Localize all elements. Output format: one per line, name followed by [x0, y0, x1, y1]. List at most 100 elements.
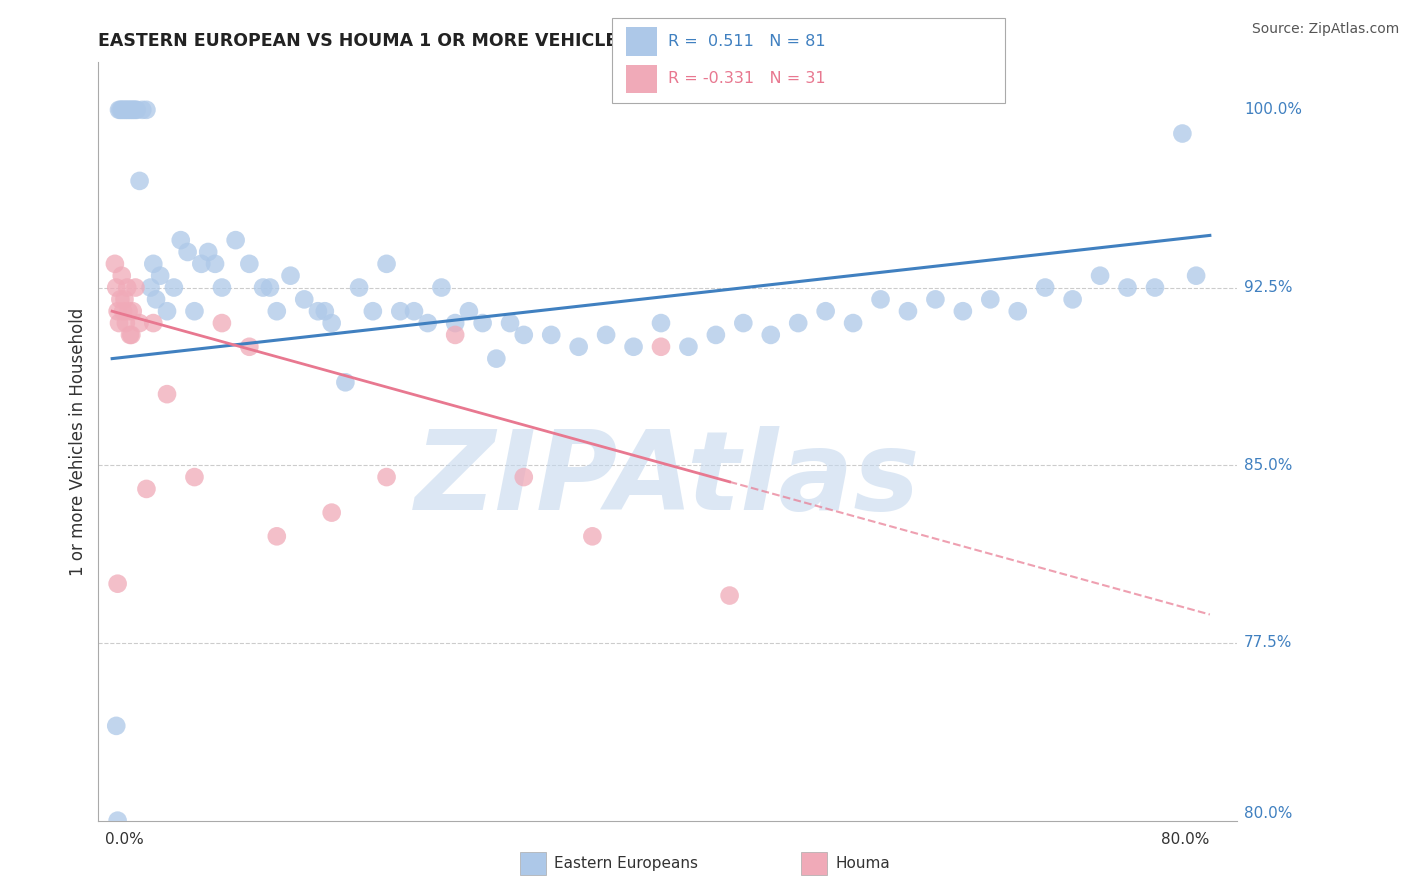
Text: 77.5%: 77.5%: [1244, 635, 1292, 650]
Point: [416, 316, 439, 330]
Point: [110, 293, 132, 307]
Point: [197, 244, 219, 259]
Point: [111, 103, 134, 117]
Point: [869, 293, 891, 307]
Point: [252, 280, 274, 294]
Point: [176, 244, 198, 259]
Text: Eastern Europeans: Eastern Europeans: [554, 856, 697, 871]
Point: [718, 589, 741, 603]
Point: [444, 327, 467, 342]
Text: R =  0.511   N = 81: R = 0.511 N = 81: [668, 34, 825, 49]
Point: [135, 482, 157, 496]
Text: 100.0%: 100.0%: [1244, 103, 1302, 118]
Point: [733, 316, 755, 330]
Point: [122, 103, 145, 117]
Point: [444, 316, 467, 330]
Point: [121, 304, 143, 318]
Point: [924, 293, 946, 307]
Point: [118, 103, 141, 117]
Point: [335, 376, 357, 390]
Point: [118, 327, 141, 342]
Text: EASTERN EUROPEAN VS HOUMA 1 OR MORE VEHICLES IN HOUSEHOLD CORRELATION CHART: EASTERN EUROPEAN VS HOUMA 1 OR MORE VEHI…: [98, 32, 1001, 50]
Point: [430, 280, 453, 294]
Point: [540, 327, 562, 342]
Point: [128, 174, 150, 188]
Point: [457, 304, 479, 318]
Point: [307, 304, 329, 318]
Text: ZIPAtlas: ZIPAtlas: [415, 426, 921, 533]
Point: [204, 257, 226, 271]
Point: [759, 327, 782, 342]
Point: [581, 529, 603, 543]
Point: [361, 304, 384, 318]
Point: [842, 316, 865, 330]
Point: [1007, 304, 1029, 318]
Point: [135, 103, 157, 117]
Text: 92.5%: 92.5%: [1244, 280, 1292, 295]
Point: [139, 280, 162, 294]
Point: [650, 340, 672, 354]
Point: [170, 233, 193, 247]
Point: [225, 233, 247, 247]
Point: [142, 316, 165, 330]
Point: [112, 103, 135, 117]
Text: 0.0%: 0.0%: [105, 832, 143, 847]
Text: 85.0%: 85.0%: [1244, 458, 1292, 473]
Point: [595, 327, 617, 342]
Point: [650, 316, 672, 330]
Point: [623, 340, 645, 354]
Text: 80.0%: 80.0%: [1161, 832, 1209, 847]
Point: [375, 470, 398, 484]
Point: [499, 316, 522, 330]
Point: [952, 304, 974, 318]
Point: [115, 103, 138, 117]
Point: [117, 304, 139, 318]
Point: [149, 268, 172, 283]
Text: Source: ZipAtlas.com: Source: ZipAtlas.com: [1251, 22, 1399, 37]
Point: [183, 304, 205, 318]
Point: [108, 316, 131, 330]
Point: [120, 103, 142, 117]
Point: [108, 103, 131, 117]
Point: [314, 304, 336, 318]
Point: [1143, 280, 1166, 294]
Point: [814, 304, 837, 318]
Point: [115, 280, 138, 294]
Point: [389, 304, 412, 318]
Point: [1062, 293, 1084, 307]
Point: [111, 268, 134, 283]
Point: [117, 103, 139, 117]
Text: R = -0.331   N = 31: R = -0.331 N = 31: [668, 71, 825, 87]
Point: [156, 304, 179, 318]
Point: [471, 316, 494, 330]
Point: [124, 103, 146, 117]
Point: [163, 280, 186, 294]
Point: [704, 327, 727, 342]
Point: [112, 304, 135, 318]
Point: [115, 103, 138, 117]
Point: [897, 304, 920, 318]
Point: [1185, 268, 1208, 283]
Point: [513, 470, 536, 484]
Point: [375, 257, 398, 271]
Point: [321, 316, 343, 330]
Point: [266, 529, 288, 543]
Point: [121, 103, 143, 117]
Point: [114, 293, 136, 307]
Point: [1116, 280, 1139, 294]
Point: [105, 280, 128, 294]
Y-axis label: 1 or more Vehicles in Household: 1 or more Vehicles in Household: [69, 308, 87, 575]
Point: [105, 719, 128, 733]
Point: [292, 293, 315, 307]
Text: 80.0%: 80.0%: [1244, 806, 1292, 821]
Point: [402, 304, 425, 318]
Point: [678, 340, 700, 354]
Point: [211, 316, 233, 330]
Point: [513, 327, 536, 342]
Point: [145, 293, 167, 307]
Text: Houma: Houma: [835, 856, 890, 871]
Point: [120, 327, 142, 342]
Point: [115, 316, 138, 330]
Point: [142, 257, 165, 271]
Point: [1171, 127, 1194, 141]
